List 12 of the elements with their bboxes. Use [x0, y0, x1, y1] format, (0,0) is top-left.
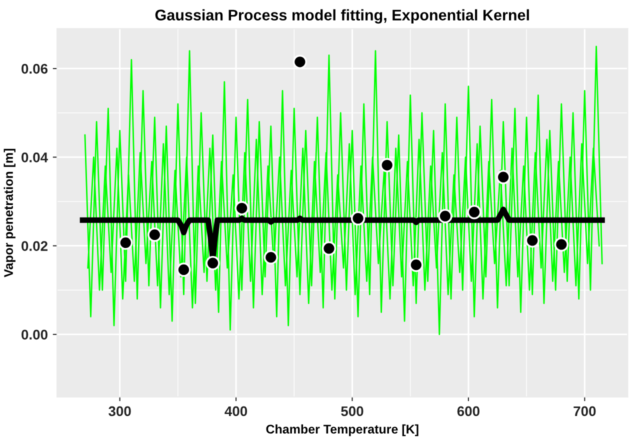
y-tick-label: 0.06: [22, 64, 48, 74]
chart-title: Gaussian Process model fitting, Exponential Kernel: [155, 9, 529, 24]
y-tick-label: 0.02: [22, 241, 48, 251]
x-tick-label: 500: [341, 406, 364, 416]
x-tick-label: 400: [224, 406, 248, 416]
y-axis-title: Vapor penetration [m]: [4, 148, 16, 278]
x-tick-label: 300: [108, 406, 131, 416]
y-tick-label: 0.00: [22, 330, 48, 340]
y-tick-label: 0.04: [22, 152, 48, 162]
x-axis-title: Chamber Temperature [K]: [266, 424, 418, 436]
x-tick-label: 700: [574, 406, 596, 416]
x-tick-label: 600: [457, 406, 480, 416]
